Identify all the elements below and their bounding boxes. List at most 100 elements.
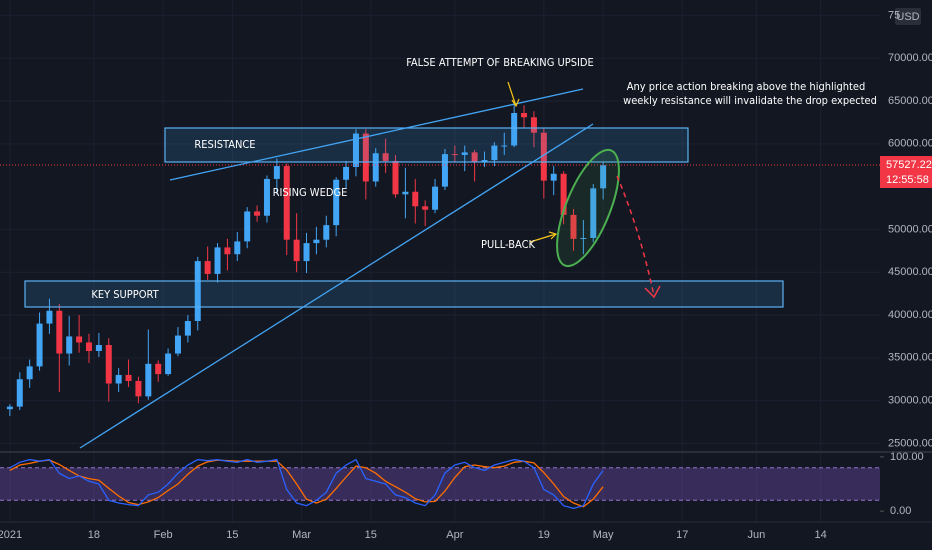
axis: 2021 18 Feb 15 Mar 15 Apr 19 May 17 Jun 14 25000.00 3…	[0, 9, 932, 541]
y-tick-label: 60000.00	[888, 138, 932, 150]
x-tick-label: 17	[676, 529, 688, 541]
y-tick-label: 35000.00	[888, 352, 932, 364]
candle-body	[244, 211, 251, 242]
candle-body	[135, 380, 142, 397]
wedge-lower	[79, 123, 594, 449]
annotation: FALSE ATTEMPT OF BREAKING UPSIDE	[406, 56, 594, 69]
x-tick-label: 15	[226, 529, 238, 541]
osc-tick-label: 100.00	[890, 451, 924, 463]
x-tick-label: Feb	[154, 529, 173, 541]
annotation: KEY SUPPORT	[91, 288, 159, 301]
price-axis	[880, 0, 932, 550]
y-tick-label: 50000.00	[888, 223, 932, 235]
candle-body	[362, 133, 369, 182]
candle-body	[85, 342, 92, 351]
candle-body	[165, 353, 172, 375]
candle-body	[155, 363, 162, 375]
y-tick-label: 40000.00	[888, 309, 932, 321]
candle-body	[530, 117, 537, 133]
candle-body	[600, 165, 607, 189]
pullback-ellipse	[556, 148, 620, 268]
arrow	[507, 81, 520, 108]
candle-body	[36, 323, 43, 367]
candle-body	[372, 153, 379, 182]
candle-body	[16, 379, 23, 407]
candle-body	[145, 363, 152, 397]
resistance-zone	[164, 127, 689, 163]
candle-body	[521, 113, 528, 118]
candle-body	[540, 132, 547, 181]
candle-body	[471, 152, 478, 162]
projection-head	[644, 285, 661, 299]
x-tick-label: 2021	[0, 529, 22, 541]
x-tick-label: 19	[538, 529, 550, 541]
candle-body	[451, 154, 458, 156]
candle-body	[254, 211, 261, 216]
candle-body	[184, 321, 191, 336]
x-tick-label: May	[593, 529, 614, 541]
candle-body	[105, 344, 112, 384]
candle-body	[224, 247, 231, 255]
y-tick-label: 65000.00	[888, 95, 932, 107]
projection	[616, 175, 661, 299]
y-tick-label: 45000.00	[888, 266, 932, 278]
candle-body	[313, 239, 320, 244]
arrow	[529, 231, 558, 243]
candle-body	[66, 336, 73, 354]
candle-body	[46, 310, 53, 324]
candle-body	[441, 154, 448, 187]
y-tick-label: 75	[888, 9, 900, 21]
candle-body	[26, 366, 33, 380]
candle-body	[511, 113, 518, 146]
y-tick-label: 25000.00	[888, 437, 932, 449]
candle-body	[402, 191, 409, 195]
candle-body	[214, 247, 221, 274]
arrows	[507, 81, 558, 243]
candle-body	[263, 178, 270, 216]
candle-body	[333, 179, 340, 226]
candle-body	[560, 173, 567, 215]
annotation: RISING WEDGE	[273, 186, 348, 199]
annotation: weekly resistance will invalidate the dr…	[623, 94, 877, 107]
candle-body	[422, 206, 429, 210]
candle-body	[323, 225, 330, 240]
candle-body	[550, 173, 557, 181]
candle-body	[303, 243, 310, 262]
osc-tick-label: 0.00	[890, 505, 911, 517]
candle-body	[432, 186, 439, 210]
candle-body	[461, 152, 468, 155]
candle-body	[382, 153, 389, 161]
candle-body	[352, 133, 359, 167]
osc-line	[9, 459, 604, 508]
x-tick-label: 15	[365, 529, 377, 541]
projection-line	[616, 175, 655, 297]
currency-badge	[895, 8, 921, 25]
candle-body	[125, 374, 132, 381]
candle-body	[115, 374, 122, 384]
osc-line	[9, 458, 604, 510]
candle-body	[95, 344, 102, 351]
last-price-label: 57527.22	[886, 159, 932, 171]
candle-body	[204, 261, 211, 274]
y-tick-label: 30000.00	[888, 395, 932, 407]
candle-body	[491, 145, 498, 161]
candle-body	[501, 145, 508, 147]
candle-body	[234, 241, 241, 255]
y-tick-label: 70000.00	[888, 52, 932, 64]
candle-body	[56, 310, 63, 354]
x-tick-label: Apr	[446, 529, 463, 541]
candle-body	[481, 160, 488, 162]
candle-body	[76, 336, 83, 343]
candle-body	[283, 166, 290, 240]
countdown: 12:55:58	[886, 174, 929, 186]
candle-body	[580, 237, 587, 239]
grid	[0, 0, 880, 522]
annotation: PULL-BACK	[481, 238, 535, 251]
oscillator	[0, 456, 884, 512]
candle-body	[174, 335, 181, 354]
currency: USD	[896, 11, 919, 23]
x-tick-label: Jun	[748, 529, 766, 541]
last-price-badge	[880, 155, 932, 188]
